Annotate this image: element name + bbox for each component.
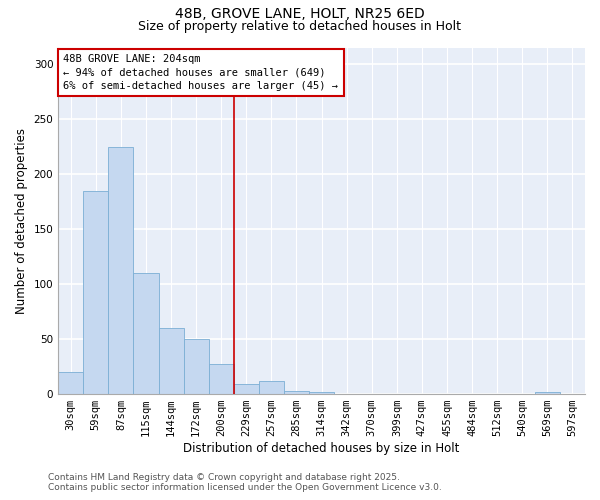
Y-axis label: Number of detached properties: Number of detached properties [15, 128, 28, 314]
Text: Size of property relative to detached houses in Holt: Size of property relative to detached ho… [139, 20, 461, 33]
Text: Contains HM Land Registry data © Crown copyright and database right 2025.
Contai: Contains HM Land Registry data © Crown c… [48, 473, 442, 492]
Bar [109, 146, 133, 394]
Bar [309, 392, 334, 394]
X-axis label: Distribution of detached houses by size in Holt: Distribution of detached houses by size … [184, 442, 460, 455]
Bar [209, 364, 234, 394]
Bar [58, 372, 83, 394]
Bar [284, 391, 309, 394]
Bar [234, 384, 259, 394]
Bar [184, 339, 209, 394]
Bar [259, 381, 284, 394]
Bar [133, 273, 158, 394]
Bar [83, 190, 109, 394]
Text: 48B, GROVE LANE, HOLT, NR25 6ED: 48B, GROVE LANE, HOLT, NR25 6ED [175, 8, 425, 22]
Bar [535, 392, 560, 394]
Bar [158, 328, 184, 394]
Text: 48B GROVE LANE: 204sqm
← 94% of detached houses are smaller (649)
6% of semi-det: 48B GROVE LANE: 204sqm ← 94% of detached… [64, 54, 338, 91]
